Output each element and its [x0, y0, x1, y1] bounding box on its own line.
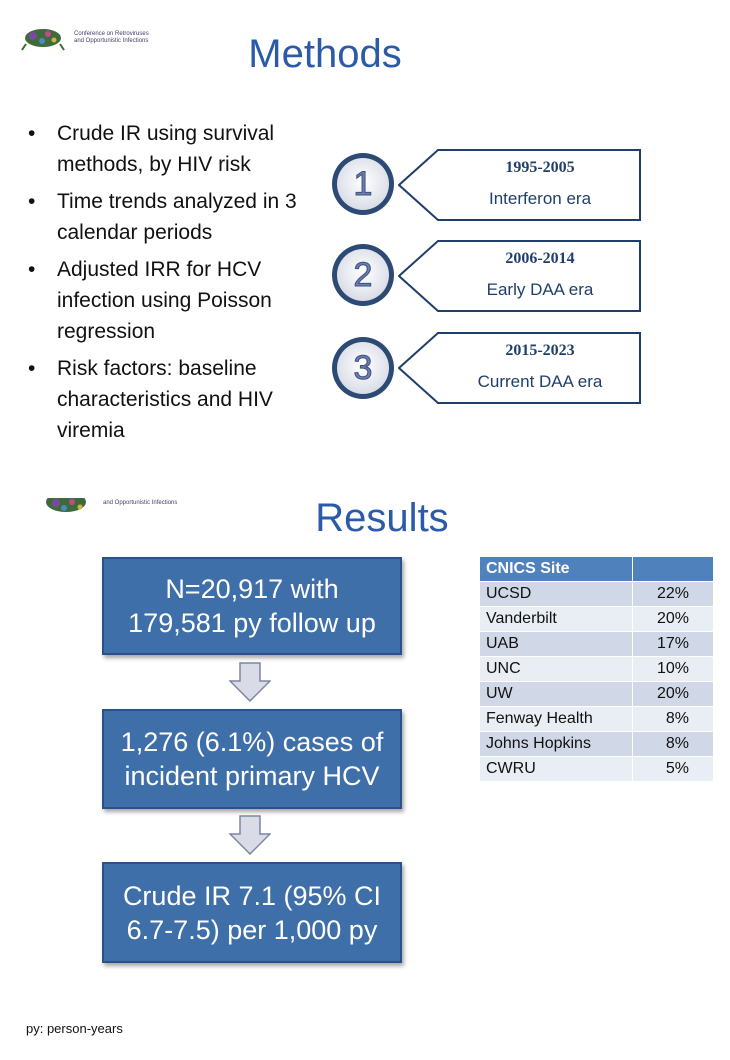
site-name: Fenway Health: [479, 706, 633, 732]
site-pct: 10%: [632, 656, 714, 682]
table-row: Fenway Health 8%: [479, 706, 714, 732]
site-name: UCSD: [479, 581, 633, 607]
bullet-item: Risk factors: baseline characteristics a…: [26, 353, 316, 446]
flow-text: N=20,917 with 179,581 py follow up: [128, 574, 376, 638]
table-header-pct: [632, 556, 714, 582]
period-years: 1995-2005: [505, 159, 575, 176]
down-arrow-icon: [229, 815, 271, 855]
site-pct: 8%: [632, 731, 714, 757]
flow-box-cohort: N=20,917 with 179,581 py follow up: [102, 557, 402, 655]
table-header-row: CNICS Site: [479, 556, 714, 582]
site-pct: 8%: [632, 706, 714, 732]
down-arrow-icon: [229, 662, 271, 702]
site-pct: 22%: [632, 581, 714, 607]
period-years: 2006-2014: [505, 250, 575, 267]
table-row: CWRU 5%: [479, 756, 714, 782]
logo-caption-top: Conference on Retroviruses and Opportuni…: [74, 31, 149, 44]
logo-caption-mid: and Opportunistic Infections: [103, 500, 178, 506]
flow-box-cases: 1,276 (6.1%) cases of incident primary H…: [102, 709, 402, 809]
period-years: 2015-2023: [505, 342, 575, 359]
site-name: UW: [479, 681, 633, 707]
site-pct: 5%: [632, 756, 714, 782]
site-name: CWRU: [479, 756, 633, 782]
period-callout: 2006-2014 Early DAA era: [398, 240, 642, 312]
period-number: 2: [337, 249, 389, 301]
methods-bullet-list: Crude IR using survival methods, by HIV …: [26, 118, 316, 452]
bullet-item: Time trends analyzed in 3 calendar perio…: [26, 186, 316, 248]
period-callout: 2015-2023 Current DAA era: [398, 332, 642, 404]
bullet-item: Adjusted IRR for HCV infection using Poi…: [26, 254, 316, 347]
site-name: Vanderbilt: [479, 606, 633, 632]
site-pct: 20%: [632, 606, 714, 632]
period-number-circle: 1: [332, 153, 394, 215]
croi-logo-mid: [42, 498, 98, 518]
table-row: UNC 10%: [479, 656, 714, 682]
results-title: Results: [315, 496, 449, 540]
bullet-item: Crude IR using survival methods, by HIV …: [26, 118, 316, 180]
table-row: UW 20%: [479, 681, 714, 707]
site-pct: 17%: [632, 631, 714, 657]
flow-box-incidence: Crude IR 7.1 (95% CI 6.7-7.5) per 1,000 …: [102, 862, 402, 963]
table-row: Vanderbilt 20%: [479, 606, 714, 632]
period-number-circle: 2: [332, 244, 394, 306]
table-row: UCSD 22%: [479, 581, 714, 607]
period-number: 3: [337, 342, 389, 394]
site-name: Johns Hopkins: [479, 731, 633, 757]
site-name: UAB: [479, 631, 633, 657]
period-era: Early DAA era: [486, 280, 594, 299]
site-pct: 20%: [632, 681, 714, 707]
period-number: 1: [337, 158, 389, 210]
flow-text: 1,276 (6.1%) cases of incident primary H…: [120, 727, 384, 791]
methods-title: Methods: [248, 32, 402, 76]
table-row: Johns Hopkins 8%: [479, 731, 714, 757]
period-number-circle: 3: [332, 337, 394, 399]
table-header-site: CNICS Site: [479, 556, 633, 582]
period-callout: 1995-2005 Interferon era: [398, 149, 642, 221]
period-era: Interferon era: [488, 189, 592, 208]
period-era: Current DAA era: [477, 372, 603, 391]
site-name: UNC: [479, 656, 633, 682]
footnote: py: person-years: [26, 1021, 123, 1036]
croi-logo-top: [18, 24, 68, 54]
flow-text: Crude IR 7.1 (95% CI 6.7-7.5) per 1,000 …: [122, 880, 382, 945]
table-row: UAB 17%: [479, 631, 714, 657]
cnics-site-table: CNICS Site UCSD 22% Vanderbilt 20% UAB 17% …: [479, 556, 714, 782]
